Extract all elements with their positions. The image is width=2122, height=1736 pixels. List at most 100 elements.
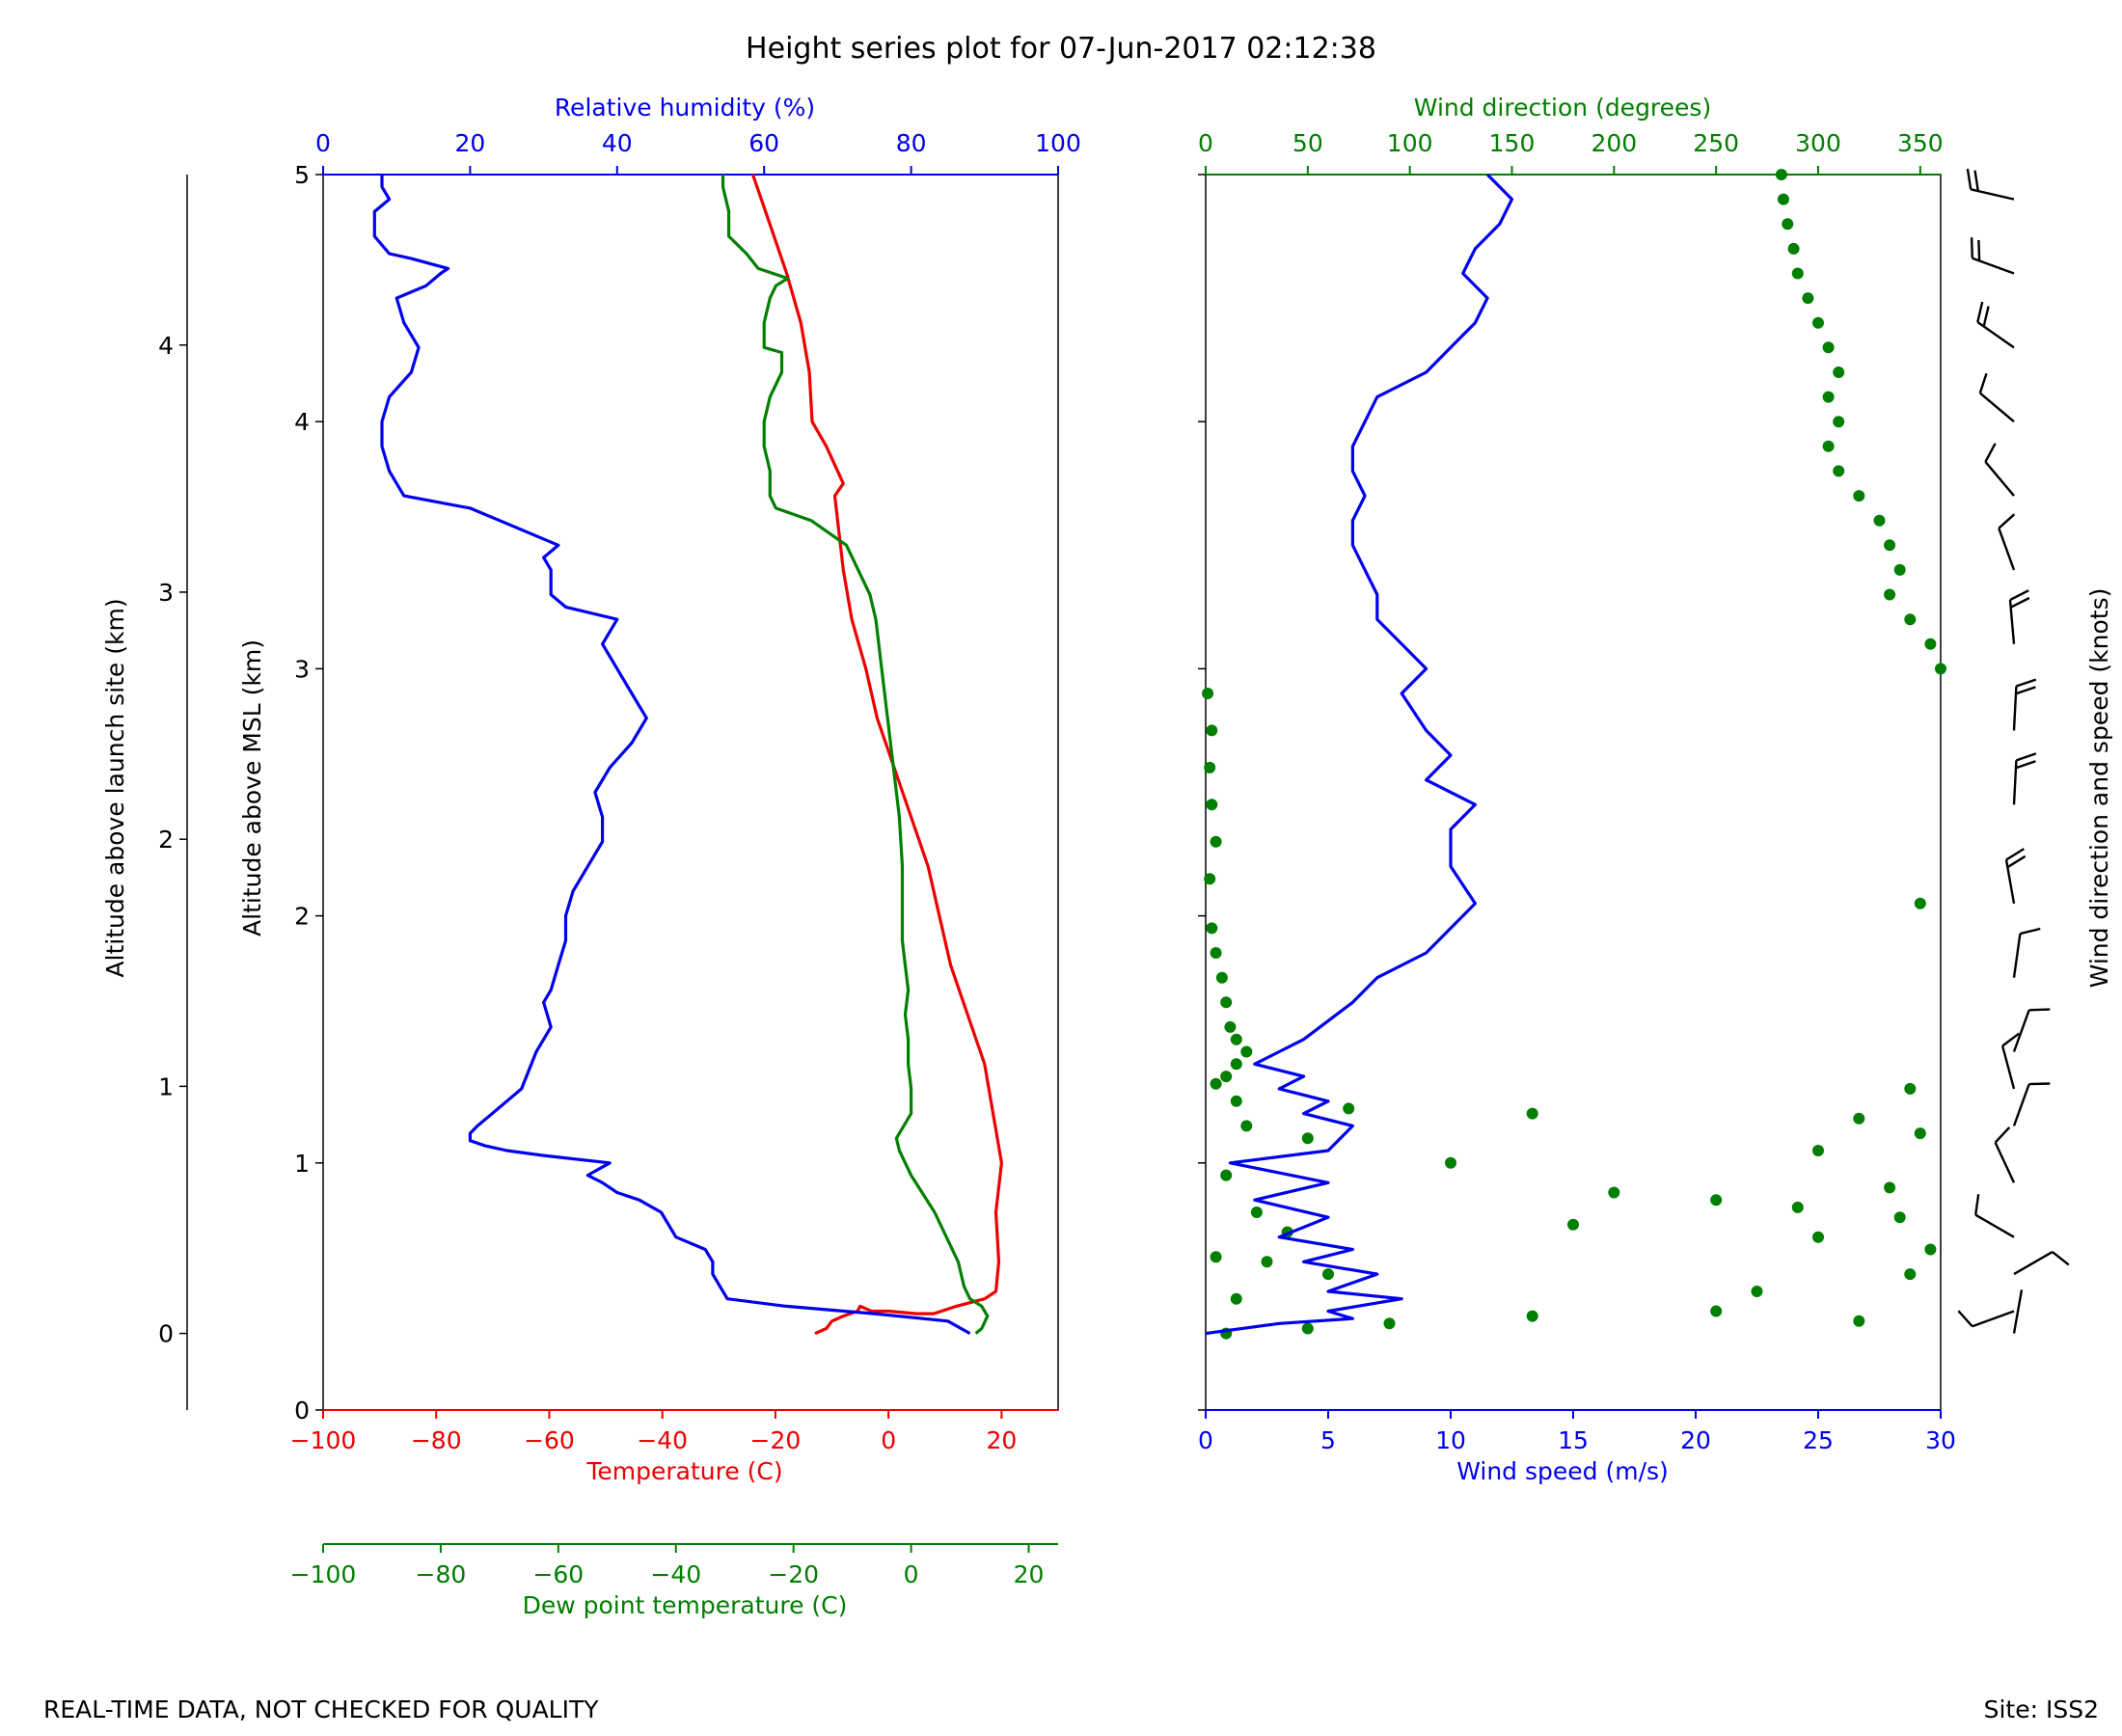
wind-barb-shaft <box>1998 528 2016 571</box>
dew-point-tick-label: −80 <box>416 1560 467 1588</box>
wind-direction-point <box>1914 897 1926 909</box>
wind-direction-point <box>1383 1317 1396 1330</box>
dew-point-tick-label: −60 <box>532 1560 584 1588</box>
wind-direction-point <box>1210 1251 1222 1263</box>
wind-direction-point <box>1250 1207 1263 1218</box>
wind-direction-point <box>1240 1120 1253 1132</box>
wind-barb-flag <box>2005 848 2025 861</box>
wind-barb-shaft <box>2013 1251 2054 1276</box>
wind-barb-axis-label: Wind direction and speed (knots) <box>2085 588 2113 989</box>
msl-axis-label: Altitude above MSL (km) <box>238 639 266 936</box>
wind-barb-flag <box>2028 1082 2051 1086</box>
wind-barb-flag <box>2020 927 2041 936</box>
wind-direction-point <box>1210 835 1222 848</box>
wind-direction-point <box>1884 1181 1896 1194</box>
wind-direction-tick-label: 300 <box>1795 129 1841 157</box>
wind-barb-shaft <box>1974 1213 2015 1238</box>
wind-barb-shaft <box>2012 1009 2030 1052</box>
wind-barb <box>2012 1289 2024 1334</box>
wind-barb <box>2008 589 2030 644</box>
relative-humidity-line <box>372 175 971 1335</box>
humidity-tick-label: 100 <box>1035 129 1081 157</box>
wind-barb-flag <box>2016 678 2037 688</box>
wind-direction-tick-label: 250 <box>1693 129 1739 157</box>
wind-barb-shaft <box>1984 461 2015 497</box>
left-plot-frame <box>322 174 1059 1411</box>
wind-barb-flag <box>1957 1310 1973 1328</box>
wind-direction-point <box>1343 1102 1355 1115</box>
wind-barb <box>2012 1008 2051 1052</box>
wind-direction-point <box>1893 563 1906 576</box>
wind-direction-point <box>1914 1127 1926 1140</box>
wind-speed-tick-label: 0 <box>1198 1426 1213 1454</box>
wind-barb-flag <box>2009 589 2029 602</box>
wind-barb <box>1957 1310 2015 1328</box>
wind-speed-tick-label: 5 <box>1320 1426 1336 1454</box>
wind-direction-point <box>1812 316 1824 329</box>
dew-point-temperature-line <box>721 175 990 1335</box>
wind-barb <box>2000 1032 2021 1090</box>
wind-direction-point <box>1301 1322 1314 1335</box>
launch-tick-label: 4 <box>158 332 174 360</box>
wind-barb-shaft <box>2012 1289 2024 1334</box>
wind-barb <box>2012 678 2037 731</box>
wind-barb-flag <box>1973 170 1979 192</box>
wind-direction-point <box>1904 1082 1917 1095</box>
wind-barb-flag <box>2016 752 2037 762</box>
wind-barb-flag <box>2015 686 2036 695</box>
wind-direction-tick-label: 150 <box>1489 129 1536 157</box>
wind-direction-point <box>1782 218 1794 231</box>
wind-direction-point <box>1802 292 1814 305</box>
wind-barb-flag <box>2010 596 2030 609</box>
wind-direction-axis-label: Wind direction (degrees) <box>1414 94 1711 122</box>
wind-barb-shaft <box>2000 1045 2016 1090</box>
dew-point-tick-label: 20 <box>1014 1560 1045 1588</box>
wind-barb-shaft <box>2012 1083 2030 1126</box>
wind-direction-point <box>1224 1020 1237 1033</box>
wind-speed-tick-label: 30 <box>1925 1426 1956 1454</box>
humidity-tick-label: 0 <box>315 129 331 157</box>
wind-direction-tick-label: 100 <box>1387 129 1433 157</box>
wind-barb-flag <box>1974 1194 1980 1215</box>
msl-tick-label: 1 <box>294 1150 310 1178</box>
wind-barb-flag <box>2052 1251 2070 1266</box>
wind-direction-point <box>1230 1292 1242 1305</box>
dew-point-tick-label: −100 <box>290 1560 357 1588</box>
wind-barb-flag <box>1977 239 1981 261</box>
wind-direction-point <box>1215 971 1228 984</box>
temperature-tick-label: 0 <box>881 1426 896 1454</box>
launch-tick-label: 1 <box>158 1072 174 1100</box>
wind-direction-point <box>1853 1315 1865 1327</box>
wind-direction-point <box>1710 1305 1723 1317</box>
wind-barb <box>2004 848 2027 904</box>
wind-direction-point <box>1567 1218 1579 1231</box>
wind-direction-point <box>1791 1201 1804 1213</box>
launch-tick-label: 2 <box>158 826 174 854</box>
right-panel: 0 5 10 15 20 25 300 50 100 150 200 250 300 350 <box>1198 129 2070 1454</box>
wind-direction-point <box>1220 1071 1233 1083</box>
wind-direction-point <box>1204 873 1216 885</box>
wind-barb <box>1970 237 2015 275</box>
launch-tick-label: 3 <box>158 579 174 607</box>
wind-speed-tick-label: 10 <box>1435 1426 1466 1454</box>
wind-direction-point <box>1812 1145 1824 1156</box>
wind-barb-flag <box>2015 760 2036 770</box>
wind-direction-point <box>1220 1169 1233 1181</box>
quality-disclaimer: REAL-TIME DATA, NOT CHECKED FOR QUALITY <box>43 1695 599 1723</box>
wind-barb-flag <box>1994 1126 2011 1144</box>
wind-barb-flag <box>2001 1032 2021 1047</box>
wind-barb-shaft <box>1976 321 2015 349</box>
dew-point-axis-label: Dew point temperature (C) <box>523 1591 848 1619</box>
msl-tick-label: 0 <box>294 1397 310 1424</box>
wind-barb-flag <box>1978 372 1988 393</box>
msl-tick-label: 4 <box>294 408 310 436</box>
wind-direction-point <box>1751 1286 1763 1297</box>
temperature-tick-label: −40 <box>637 1426 688 1454</box>
wind-barb-flag <box>1998 513 2016 529</box>
wind-direction-point <box>1904 1268 1917 1281</box>
wind-direction-point <box>1778 193 1789 205</box>
wind-speed-tick-label: 20 <box>1680 1426 1711 1454</box>
wind-direction-point <box>1822 391 1835 403</box>
dew-point-tick-label: −40 <box>650 1560 701 1588</box>
